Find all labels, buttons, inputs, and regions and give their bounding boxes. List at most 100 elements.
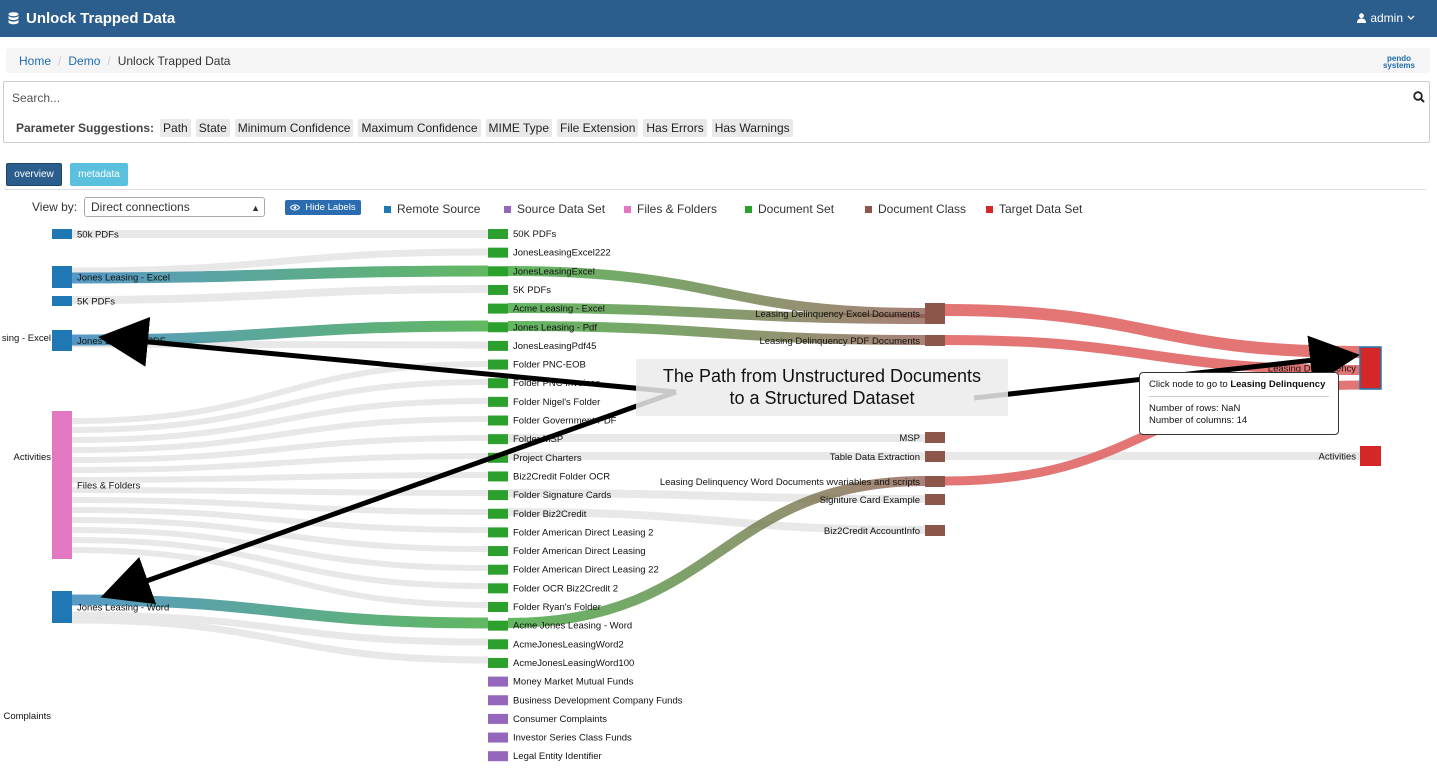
legend-document-class[interactable]: Document Class [865, 202, 966, 216]
sankey-node-document-set[interactable] [488, 751, 508, 762]
sankey-node-label: Folder American Direct Leasing 2 [513, 527, 653, 538]
sankey-node-label: Jones Leasing - Pdf [513, 322, 597, 333]
param-chip-has-errors[interactable]: Has Errors [643, 119, 707, 137]
sankey-node-target-data-set[interactable] [1360, 347, 1381, 389]
sankey-node-label: Complaints [3, 711, 51, 722]
sankey-node-remote-source[interactable] [52, 266, 72, 288]
sankey-node-document-set[interactable] [488, 322, 508, 333]
sankey-node-document-set[interactable] [488, 434, 508, 445]
legend-source-data-set[interactable]: Source Data Set [504, 202, 605, 216]
sankey-node-label: Files & Folders [77, 481, 141, 492]
breadcrumb-home[interactable]: Home [19, 53, 52, 68]
view-by-label: View by: [32, 200, 78, 214]
sankey-node-label: JonesLeasingExcel [513, 266, 595, 277]
sankey-node-label: Folder OCR Biz2Credit 2 [513, 583, 618, 594]
sankey-node-document-set[interactable] [488, 639, 508, 650]
database-icon [8, 12, 19, 25]
view-by-select[interactable]: Direct connections ▲ [84, 197, 265, 217]
sankey-node-label: Jones Leasing - Word [77, 603, 169, 614]
sankey-node-document-set[interactable] [488, 490, 508, 501]
tooltip-node[interactable]: Leasing Delinquency [1230, 379, 1326, 390]
param-chip-mime-type[interactable]: MIME Type [485, 119, 552, 137]
sankey-node-label: 50K PDFs [513, 229, 557, 240]
tab-metadata[interactable]: metadata [70, 163, 128, 186]
annotation-line1: The Path from Unstructured Documents [662, 366, 982, 386]
search-input[interactable]: Search... [12, 91, 61, 105]
sankey-node-document-set[interactable] [488, 247, 508, 258]
sankey-node-document-set[interactable] [488, 657, 508, 668]
sankey-node-label: Leasing Delinquency PDF Documents [759, 336, 920, 347]
sankey-node-document-set[interactable] [488, 229, 508, 239]
sankey-diagram: 50k PDFs Jones Leasing - Excel 5K PDFs Jone… [2, 229, 1382, 762]
legend-swatch [745, 205, 752, 213]
sankey-node-document-set[interactable] [488, 508, 508, 519]
param-chip-max-confidence[interactable]: Maximum Confidence [358, 119, 481, 137]
hide-labels-button[interactable]: Hide Labels [285, 200, 361, 215]
sankey-node-document-set[interactable] [488, 396, 508, 407]
sankey-node-document-set[interactable] [488, 471, 508, 482]
node-tooltip: Click node to go to Leasing Delinquency … [1139, 372, 1339, 435]
sankey-node-document-set[interactable] [488, 415, 508, 426]
sankey-node-document-class[interactable] [925, 525, 945, 536]
sankey-node-document-set[interactable] [488, 284, 508, 295]
sankey-node-document-set[interactable] [488, 266, 508, 277]
param-chip-min-confidence[interactable]: Minimum Confidence [234, 119, 354, 137]
breadcrumb-current: Unlock Trapped Data [117, 53, 231, 68]
legend-swatch [384, 205, 391, 213]
sankey-node-remote-source[interactable] [52, 591, 72, 623]
select-caret-icon: ▲ [251, 203, 260, 213]
sankey-node-label: Acme Leasing - Excel [513, 304, 605, 315]
sankey-node-document-set[interactable] [488, 676, 508, 687]
param-chip-path[interactable]: Path [160, 119, 191, 137]
user-icon [1357, 13, 1367, 23]
breadcrumb-separator: / [107, 53, 111, 68]
app-brand[interactable]: Unlock Trapped Data [8, 10, 175, 27]
legend-document-set[interactable]: Document Set [745, 202, 834, 216]
sankey-node-label: Folder Signature Cards [513, 490, 611, 501]
parameter-suggestions: Parameter Suggestions: Path State Minimu… [16, 119, 798, 137]
sankey-node-remote-source[interactable] [52, 296, 72, 306]
sankey-node-remote-source[interactable] [52, 411, 72, 559]
sankey-node-remote-source[interactable] [52, 229, 72, 239]
legend-remote-source[interactable]: Remote Source [384, 202, 480, 216]
parameter-suggestions-label: Parameter Suggestions: [16, 121, 155, 135]
sankey-node-document-set[interactable] [488, 602, 508, 612]
sankey-node-document-class[interactable] [925, 432, 945, 443]
sankey-node-document-set[interactable] [488, 713, 508, 724]
param-chip-state[interactable]: State [195, 119, 230, 137]
user-menu[interactable]: admin [1357, 11, 1415, 25]
sankey-node-document-set[interactable] [488, 546, 508, 557]
sankey-node-target-data-set[interactable] [1360, 446, 1381, 466]
sankey-node-label: Folder PNC Invoices [513, 378, 600, 389]
sankey-node-document-set[interactable] [488, 620, 508, 631]
sankey-node-document-set[interactable] [488, 695, 508, 706]
param-chip-has-warnings[interactable]: Has Warnings [711, 119, 793, 137]
user-name: admin [1370, 11, 1403, 25]
legend-files-folders[interactable]: Files & Folders [624, 202, 717, 216]
sankey-node-label: Consumer Complaints [513, 714, 607, 725]
sankey-node-document-set[interactable] [488, 583, 508, 594]
sankey-node-document-class[interactable] [925, 451, 945, 462]
sankey-node-document-set[interactable] [488, 359, 508, 370]
sankey-node-label: Folder Nigel's Folder [513, 397, 600, 408]
sankey-node-label: Leasing Delinquency Word Documents wvari… [660, 477, 920, 488]
legend-target-data-set[interactable]: Target Data Set [986, 202, 1082, 216]
sankey-node-document-class[interactable] [925, 494, 945, 505]
search-icon[interactable] [1413, 91, 1425, 103]
sankey-node-document-set[interactable] [488, 340, 508, 351]
param-chip-file-extension[interactable]: File Extension [557, 119, 639, 137]
sankey-node-label: JonesLeasingPdf45 [513, 341, 596, 352]
sankey-node-document-set[interactable] [488, 303, 508, 314]
tab-overview[interactable]: overview [6, 163, 62, 186]
sankey-node-document-class[interactable] [925, 303, 945, 324]
sankey-node-document-set[interactable] [488, 378, 508, 389]
breadcrumb-demo[interactable]: Demo [68, 53, 101, 68]
selected-node-outline [1359, 346, 1382, 390]
sankey-node-document-set[interactable] [488, 564, 508, 575]
sankey-node-document-set[interactable] [488, 732, 508, 743]
sankey-node-document-class[interactable] [925, 335, 945, 346]
sankey-node-document-class[interactable] [925, 476, 945, 487]
legend-swatch [865, 205, 872, 213]
sankey-node-remote-source[interactable] [52, 330, 72, 351]
sankey-node-document-set[interactable] [488, 527, 508, 538]
